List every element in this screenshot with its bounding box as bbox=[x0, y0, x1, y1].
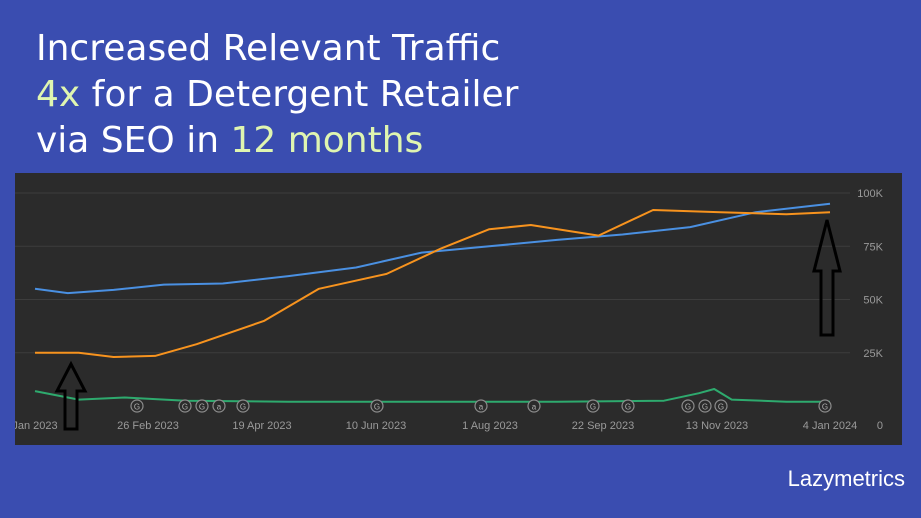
event-marker-label: G bbox=[374, 403, 380, 412]
event-marker-label: G bbox=[702, 403, 708, 412]
event-marker[interactable]: G bbox=[195, 399, 209, 413]
headline-line-2-rest: for a Detergent Retailer bbox=[80, 74, 519, 115]
event-marker[interactable]: a bbox=[474, 399, 488, 413]
event-marker[interactable]: G bbox=[714, 399, 728, 413]
event-marker-label: G bbox=[134, 403, 140, 412]
event-marker[interactable]: G bbox=[698, 399, 712, 413]
x-tick-label: 1 Aug 2023 bbox=[462, 420, 518, 432]
x-tick-label: 22 Sep 2023 bbox=[572, 420, 634, 432]
event-marker[interactable]: G bbox=[236, 399, 250, 413]
y-tick-label: 0 bbox=[877, 420, 883, 432]
event-marker[interactable]: G bbox=[586, 399, 600, 413]
event-marker-label: G bbox=[590, 403, 596, 412]
headline: Increased Relevant Traffic 4x for a Dete… bbox=[36, 26, 518, 164]
x-tick-label: 26 Feb 2023 bbox=[117, 420, 179, 432]
y-tick-label: 50K bbox=[863, 295, 883, 307]
event-marker[interactable]: G bbox=[818, 399, 832, 413]
x-tick-label: 13 Nov 2023 bbox=[686, 420, 748, 432]
up-arrow-left-icon bbox=[54, 360, 88, 431]
event-marker-label: G bbox=[199, 403, 205, 412]
event-marker[interactable]: G bbox=[130, 399, 144, 413]
x-tick-label: 19 Apr 2023 bbox=[232, 420, 291, 432]
x-tick-label: 10 Jun 2023 bbox=[346, 420, 407, 432]
series-line-2 bbox=[35, 209, 831, 358]
event-marker-label: a bbox=[217, 403, 222, 412]
headline-line-3: via SEO in 12 months bbox=[36, 118, 518, 164]
headline-line-2: 4x for a Detergent Retailer bbox=[36, 72, 518, 118]
y-tick-label: 75K bbox=[863, 241, 883, 253]
event-marker[interactable]: a bbox=[527, 399, 541, 413]
up-arrow-right-icon bbox=[812, 219, 842, 337]
event-marker-label: G bbox=[685, 403, 691, 412]
y-tick-label: 25K bbox=[863, 348, 883, 360]
headline-line-3-pre: via SEO in bbox=[36, 120, 231, 161]
brand-name: Lazymetrics bbox=[787, 466, 905, 491]
event-marker[interactable]: G bbox=[370, 399, 384, 413]
event-marker[interactable]: G bbox=[178, 399, 192, 413]
event-marker-label: G bbox=[718, 403, 724, 412]
event-marker-label: G bbox=[182, 403, 188, 412]
headline-duration: 12 months bbox=[230, 120, 424, 161]
headline-line-1: Increased Relevant Traffic bbox=[36, 28, 501, 69]
event-marker-label: G bbox=[822, 403, 828, 412]
event-marker[interactable]: G bbox=[621, 399, 635, 413]
event-marker-label: a bbox=[479, 403, 484, 412]
x-tick-label: Jan 2023 bbox=[15, 420, 58, 432]
event-marker-label: G bbox=[240, 403, 246, 412]
event-marker-label: a bbox=[532, 403, 537, 412]
series-line-3 bbox=[34, 388, 830, 403]
event-marker[interactable]: a bbox=[212, 399, 226, 413]
series-line-1 bbox=[34, 202, 831, 295]
event-marker[interactable]: G bbox=[681, 399, 695, 413]
event-marker-label: G bbox=[625, 403, 631, 412]
x-tick-label: 4 Jan 2024 bbox=[803, 420, 857, 432]
y-tick-label: 100K bbox=[857, 188, 883, 200]
headline-multiplier: 4x bbox=[36, 74, 81, 115]
